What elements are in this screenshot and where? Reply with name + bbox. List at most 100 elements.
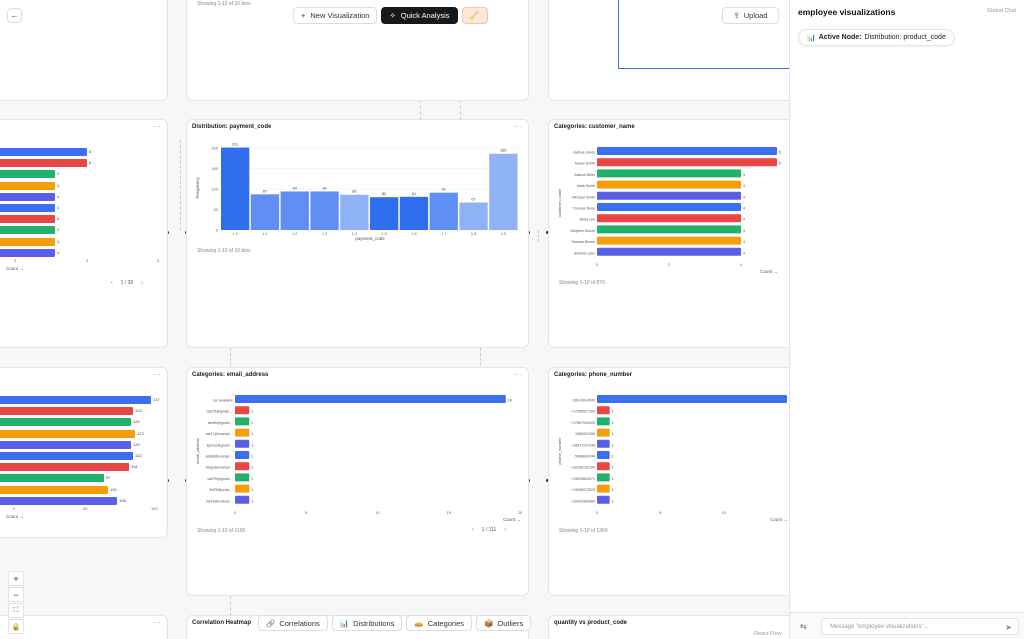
back-button[interactable]: ← bbox=[7, 8, 22, 23]
quick-analysis-button[interactable]: ✧ Quick Analysis bbox=[381, 7, 458, 24]
distributions-button[interactable]: 📊 Distributions bbox=[331, 615, 403, 631]
send-icon[interactable]: ➤ bbox=[1005, 623, 1012, 632]
bar[interactable] bbox=[597, 462, 610, 471]
bar[interactable] bbox=[235, 428, 250, 437]
flow-canvas[interactable]: Showing 1-10 of 10 bins ··· 6 6 4 4 4 4 4 4 4 4 0… bbox=[0, 0, 789, 639]
node-scatter[interactable]: quantity vs product_code bbox=[548, 615, 789, 639]
bar[interactable] bbox=[597, 191, 741, 200]
zoom-in-button[interactable]: + bbox=[8, 571, 24, 586]
bar[interactable] bbox=[0, 396, 151, 404]
bar[interactable] bbox=[597, 225, 741, 234]
histogram-bar[interactable] bbox=[340, 194, 369, 230]
bar[interactable] bbox=[0, 181, 55, 190]
bar[interactable] bbox=[597, 203, 741, 211]
active-node-chip[interactable]: 📊 Active Node: Distribution: product_cod… bbox=[798, 29, 955, 46]
bar[interactable] bbox=[235, 473, 250, 482]
bar[interactable] bbox=[597, 473, 610, 482]
histogram-bar[interactable] bbox=[280, 191, 309, 230]
bar[interactable] bbox=[235, 495, 250, 504]
histogram-bar[interactable] bbox=[459, 202, 488, 230]
bar[interactable] bbox=[0, 452, 133, 460]
bar[interactable] bbox=[235, 462, 250, 471]
bar[interactable] bbox=[0, 440, 131, 449]
bar[interactable] bbox=[0, 192, 55, 201]
bar[interactable] bbox=[0, 474, 104, 483]
global-chat-link[interactable]: Global Chat bbox=[986, 8, 1016, 14]
bar[interactable] bbox=[597, 484, 610, 493]
node-top-left[interactable] bbox=[0, 0, 168, 101]
node-menu-icon[interactable]: ··· bbox=[514, 370, 522, 379]
clean-data-button[interactable]: 🧹 bbox=[461, 7, 488, 24]
bar[interactable] bbox=[597, 495, 610, 504]
bar[interactable] bbox=[0, 215, 55, 224]
bar[interactable] bbox=[597, 169, 741, 178]
bar[interactable] bbox=[0, 148, 87, 156]
react-flow-attribution[interactable]: React Flow bbox=[754, 631, 782, 637]
bar[interactable] bbox=[0, 170, 55, 179]
bar[interactable] bbox=[0, 226, 55, 235]
new-visualization-button[interactable]: + New Visualization bbox=[293, 7, 378, 24]
bar[interactable] bbox=[597, 395, 787, 403]
bar[interactable] bbox=[597, 428, 610, 437]
histogram-bar[interactable] bbox=[221, 147, 250, 230]
bar[interactable] bbox=[597, 147, 777, 155]
node-left-low[interactable]: ··· 137 122 120 123 120 122 118 97 100 108 0 50 1… bbox=[0, 367, 168, 538]
bar[interactable] bbox=[0, 496, 117, 505]
bar[interactable] bbox=[0, 237, 55, 246]
bar[interactable] bbox=[235, 395, 506, 403]
bar[interactable] bbox=[0, 204, 55, 212]
edge-handle[interactable] bbox=[546, 479, 549, 482]
bar[interactable] bbox=[0, 429, 135, 438]
upload-button[interactable]: ⇪ Upload bbox=[722, 7, 779, 24]
correlations-button[interactable]: 🔗 Correlations bbox=[258, 615, 328, 631]
bar[interactable] bbox=[597, 214, 741, 223]
bar[interactable] bbox=[235, 406, 250, 415]
histogram-bar[interactable] bbox=[370, 197, 399, 230]
bar[interactable] bbox=[235, 484, 250, 493]
bar[interactable] bbox=[0, 418, 131, 427]
bar[interactable] bbox=[235, 451, 250, 459]
bar[interactable] bbox=[597, 439, 610, 448]
fit-view-button[interactable]: ⛶ bbox=[8, 603, 24, 618]
next-page-button[interactable]: › bbox=[504, 527, 506, 533]
node-menu-icon[interactable]: ··· bbox=[514, 122, 522, 131]
bar[interactable] bbox=[597, 158, 777, 167]
bar[interactable] bbox=[235, 439, 250, 448]
histogram-bar[interactable] bbox=[310, 191, 339, 230]
bar[interactable] bbox=[597, 247, 741, 256]
histogram-bar[interactable] bbox=[250, 194, 280, 230]
chat-input[interactable]: Message "employee visualizations"... ➤ bbox=[821, 618, 1019, 635]
swap-icon[interactable]: ⇆ bbox=[800, 622, 807, 631]
outliers-button[interactable]: 📦 Outliers bbox=[476, 615, 532, 631]
node-menu-icon[interactable]: ··· bbox=[153, 370, 161, 379]
bar[interactable] bbox=[597, 417, 610, 426]
node-menu-icon[interactable]: ··· bbox=[153, 122, 161, 131]
bar[interactable] bbox=[235, 417, 250, 426]
node-left-mid[interactable]: ··· 6 6 4 4 4 4 4 4 4 4 0 2 4 Count → ‹ 1 / 36 › bbox=[0, 119, 168, 348]
node-menu-icon[interactable]: ··· bbox=[153, 618, 161, 627]
node-customer-name[interactable]: Categories: customer_name Joshua Jones 5 J… bbox=[548, 119, 789, 348]
prev-page-button[interactable]: ‹ bbox=[472, 527, 474, 533]
bar[interactable] bbox=[0, 463, 129, 472]
next-page-button[interactable]: › bbox=[141, 280, 143, 286]
bar[interactable] bbox=[597, 236, 741, 245]
node-payment-code[interactable]: Distribution: payment_code ··· 0 50 100 150… bbox=[186, 119, 529, 348]
categories-button[interactable]: 🥧 Categories bbox=[406, 615, 473, 631]
zoom-out-button[interactable]: − bbox=[8, 587, 24, 602]
bar[interactable] bbox=[0, 485, 108, 494]
bar[interactable] bbox=[0, 407, 133, 416]
lock-button[interactable]: 🔒 bbox=[8, 619, 24, 634]
bar[interactable] bbox=[0, 248, 55, 257]
node-phone-number[interactable]: Categories: phone_number 000-000-0000 1 5 +… bbox=[548, 367, 789, 596]
bar[interactable] bbox=[597, 406, 610, 415]
histogram-bar[interactable] bbox=[429, 192, 458, 230]
histogram-bar[interactable] bbox=[399, 196, 429, 230]
node-email-address[interactable]: Categories: email_address ··· not availa… bbox=[186, 367, 529, 596]
prev-page-button[interactable]: ‹ bbox=[111, 280, 113, 286]
bar[interactable] bbox=[597, 451, 610, 459]
bar[interactable] bbox=[597, 180, 741, 189]
edge-handle[interactable] bbox=[546, 231, 549, 234]
bar[interactable] bbox=[0, 159, 87, 168]
histogram-bar[interactable] bbox=[489, 153, 518, 230]
node-bottom-left[interactable]: ··· bbox=[0, 615, 168, 639]
